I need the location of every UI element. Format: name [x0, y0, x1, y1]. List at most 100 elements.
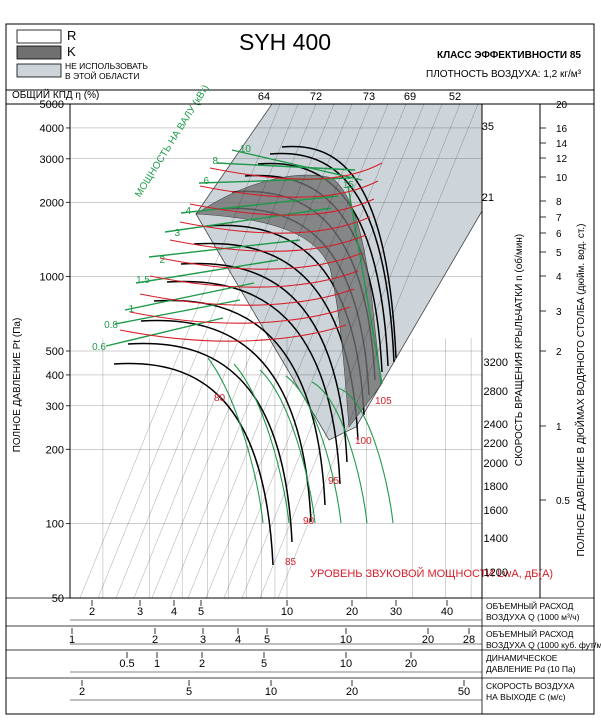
inch-tick-label: 1	[556, 422, 562, 433]
rpm-label: 3200	[484, 357, 508, 369]
y-tick-label: 500	[46, 346, 64, 358]
x-tick-label: 4	[171, 606, 177, 618]
x-axis-title-line2: НА ВЫХОДЕ C (м/с)	[486, 692, 566, 702]
rpm-label: 2400	[484, 419, 508, 431]
sound-line-2	[139, 288, 355, 306]
sound-level-label: 85	[285, 557, 297, 568]
inch-tick-label: 3	[556, 307, 562, 318]
efficiency-tick: 52	[449, 91, 461, 103]
system-line-7	[205, 103, 407, 599]
x-tick-label: 10	[265, 686, 277, 698]
x-tick-label: 2	[199, 658, 205, 670]
system-line-5	[169, 103, 371, 599]
outer-frame	[5, 89, 595, 715]
performance-curve-5	[180, 262, 348, 463]
rpm-label: 1800	[484, 481, 508, 493]
legend-label-k: K	[67, 44, 76, 59]
sound-level-label: 100	[355, 436, 372, 447]
legend-label-r: R	[67, 28, 76, 43]
sound-level-label: 105	[375, 396, 392, 407]
legend-label-na-2: В ЭТОЙ ОБЛАСТИ	[65, 70, 139, 81]
performance-curve-4	[166, 280, 341, 485]
inch-tick-label: 2	[556, 347, 562, 358]
sound-line-0	[119, 324, 347, 342]
power-line-0	[105, 317, 224, 347]
x-axis-title-line2: ВОЗДУХА Q (1000 м³/ч)	[486, 612, 580, 622]
efficiency-class: КЛАСС ЭФФЕКТИВНОСТИ 85	[437, 50, 581, 61]
x-tick-label: 20	[346, 686, 358, 698]
sound-line-6	[179, 216, 371, 234]
y-tick-label: 200	[46, 444, 64, 456]
legend-label-na-1: НЕ ИСПОЛЬЗОВАТЬ	[65, 61, 148, 71]
power-value-label: 6	[203, 176, 209, 187]
y-tick-label: 2000	[40, 197, 64, 209]
y-tick-label: 300	[46, 401, 64, 413]
x-tick-label: 10	[281, 606, 293, 618]
rpm-label: 2800	[484, 386, 508, 398]
x-tick-label: 2	[89, 606, 95, 618]
inch-tick-label: 0.5	[556, 496, 570, 507]
x-axis-title-line1: СКОРОСТЬ ВОЗДУХА	[486, 681, 575, 691]
rpm-label: 1400	[484, 533, 508, 545]
x-tick-label: 5	[261, 658, 267, 670]
power-line-5	[164, 207, 333, 233]
legend-swatch-na	[16, 63, 62, 78]
rpm-label: 2000	[484, 458, 508, 470]
sound-line-1	[129, 306, 351, 324]
performance-curve-13	[281, 145, 397, 359]
power-value-label: 10	[240, 144, 252, 155]
sound-line-8	[199, 180, 379, 198]
y-tick-label: 1000	[40, 272, 64, 284]
sound-line-9	[209, 162, 383, 180]
x-tick-label: 10	[340, 658, 352, 670]
plot-frame	[69, 103, 483, 599]
x-tick-label: 5	[264, 634, 270, 646]
rpm-axis-title: СКОРОСТЬ ВРАЩЕНИЯ КРЫЛЬЧАТКИ n (об/мин)	[513, 234, 525, 466]
x-tick-label: 3	[137, 606, 143, 618]
sound-line-5	[169, 234, 367, 252]
inch-tick-label: 20	[556, 100, 568, 111]
x-tick-label: 40	[441, 606, 453, 618]
power-line-6	[180, 195, 339, 214]
inch-axis-title: ПОЛНОЕ ДАВЛЕНИЕ В ДЮЙМАХ ВОДЯНОГО СТОЛБА…	[574, 224, 587, 557]
system-line-0	[79, 103, 281, 599]
system-line-3	[133, 103, 335, 599]
performance-curve-1	[127, 342, 293, 543]
x-tick-label: 2	[79, 686, 85, 698]
system-line-1	[97, 103, 299, 599]
inch-tick-label: 16	[556, 124, 568, 135]
y-tick-label: 3000	[40, 154, 64, 166]
y-axis-title: ПОЛНОЕ ДАВЛЕНИЕ Pt (Па)	[12, 318, 23, 453]
y-tick-label: 4000	[40, 123, 64, 135]
efficiency-label: ОБЩИЙ КПД η (%)	[12, 88, 99, 101]
power-value-label: 8	[212, 156, 218, 167]
x-tick-label: 0.5	[119, 658, 134, 670]
inch-tick-label: 7	[556, 213, 562, 224]
x-axis-title-line1: ОБЪЕМНЫЙ РАСХОД	[486, 600, 574, 611]
power-curve-lower-1	[233, 363, 290, 524]
power-value-label: 1.5	[136, 275, 150, 286]
x-tick-label: 3	[200, 634, 206, 646]
system-line-4	[151, 103, 353, 599]
performance-curve-12	[269, 152, 395, 363]
system-line-8	[223, 103, 425, 599]
power-curve-lower-3	[285, 375, 342, 524]
x-tick-label: 5	[186, 686, 192, 698]
inch-tick-label: 14	[556, 139, 568, 150]
x-axis-title-line2: ДАВЛЕНИЕ Pd (10 Па)	[486, 664, 576, 674]
efficiency-tick: 73	[363, 91, 375, 103]
system-line-9	[241, 103, 443, 599]
rpm-label: 2200	[484, 438, 508, 450]
efficiency-tick: 69	[404, 91, 416, 103]
power-value-label: 0.8	[104, 320, 118, 331]
x-tick-label: 20	[422, 634, 434, 646]
inch-tick-label: 10	[556, 173, 568, 184]
x-tick-label: 30	[390, 606, 402, 618]
inch-tick-label: 5	[556, 248, 562, 259]
power-line-2	[124, 282, 255, 311]
x-axis-title-line1: ДИНАМИЧЕСКОЕ	[486, 653, 558, 663]
chart-title: SYH 400	[239, 29, 331, 55]
inch-tick-label: 8	[556, 197, 562, 208]
